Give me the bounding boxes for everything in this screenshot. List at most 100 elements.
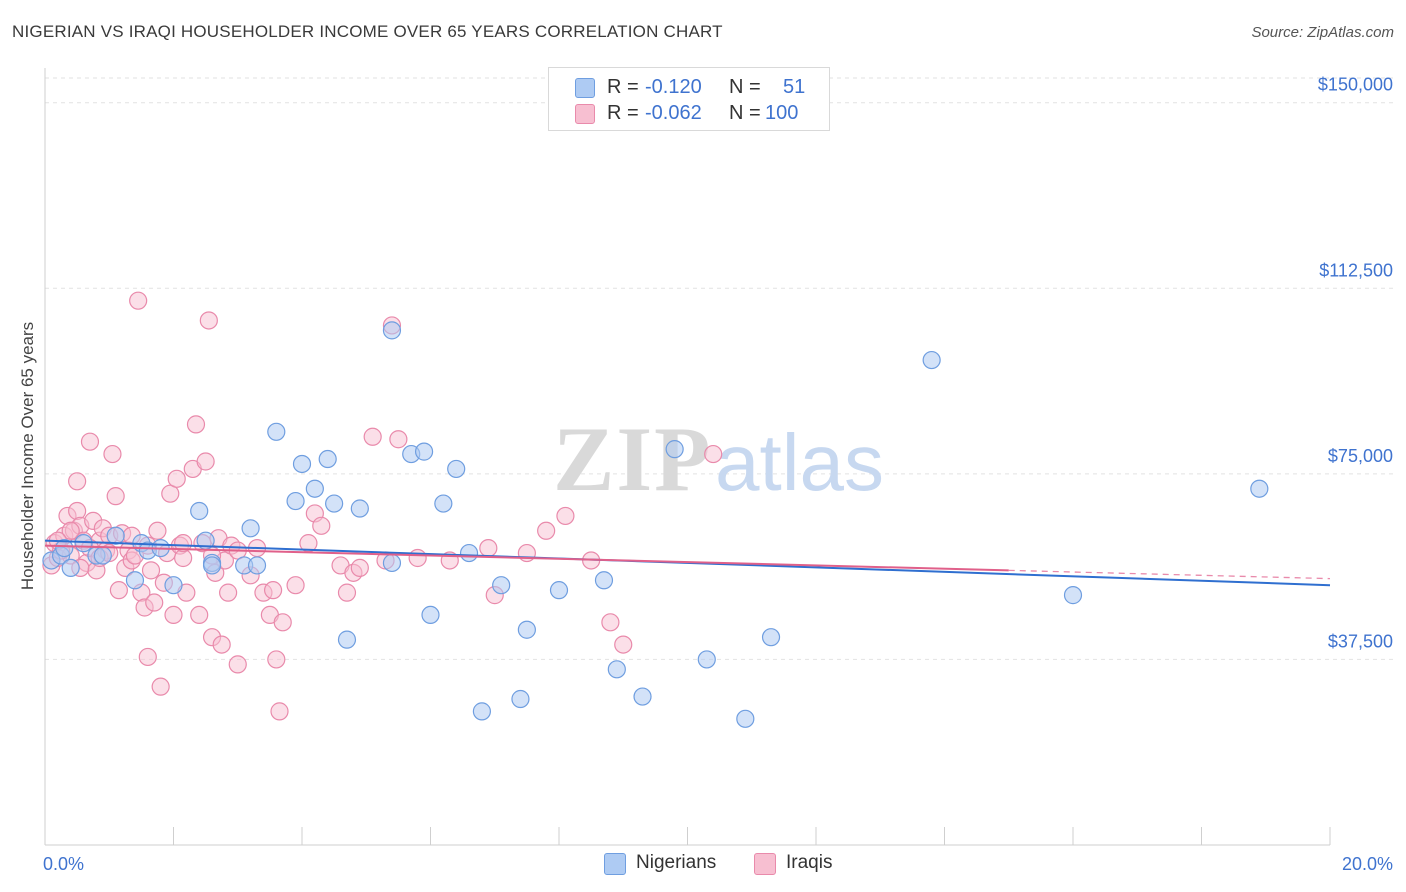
nigerians-point: [549, 581, 569, 600]
iraqis-point: [109, 581, 128, 600]
iraqis-point: [267, 650, 286, 669]
iraqis-point: [138, 647, 157, 667]
correlation-legend: R = -0.120 N = 51 R = -0.062 N = 100: [548, 67, 830, 131]
iraqis-legend-label: Iraqis: [786, 852, 833, 873]
nigerians-point: [434, 494, 453, 513]
iraqis-point: [190, 605, 209, 625]
nigerians-point: [447, 459, 466, 479]
iraqis-point: [174, 534, 193, 553]
nigerians-point: [164, 576, 183, 595]
nigerians-legend-label: Nigerians: [636, 852, 717, 873]
nigerians-point: [492, 576, 511, 595]
nigerians-point: [421, 605, 440, 625]
nigerians-point: [267, 422, 286, 441]
iraqis-point: [145, 593, 164, 612]
iraqis-point: [263, 581, 283, 600]
nigerians-point: [202, 556, 222, 575]
nigerians-point: [93, 546, 112, 565]
nigerians-point: [736, 709, 755, 728]
iraqis-point: [350, 558, 369, 577]
nigerians-point: [305, 479, 324, 498]
iraqis-point: [199, 311, 218, 330]
nigerians-points: [42, 321, 1269, 728]
iraqis-point: [704, 444, 723, 464]
nigerians-point: [286, 491, 305, 511]
nigerians-point: [922, 350, 941, 370]
source-label: Source: ZipAtlas.com: [1251, 24, 1394, 41]
iraqis-point: [479, 538, 498, 558]
iraqis-point: [167, 469, 186, 488]
nigerians-point: [350, 499, 369, 518]
x-tick-label: 20.0%: [1342, 854, 1393, 874]
nigerians-point: [55, 538, 74, 558]
iraqis-point: [148, 521, 167, 540]
iraqis-point: [151, 677, 170, 696]
nigerians-point: [472, 702, 491, 721]
nigerians-point: [594, 571, 614, 590]
nigerians-point: [697, 650, 716, 669]
iraqis-point: [408, 548, 427, 568]
x-tick-labels: 0.0% 20.0%: [43, 854, 1393, 874]
iraqis-point: [212, 635, 231, 654]
watermark: ZIP atlas: [553, 408, 884, 510]
iraqis-point: [556, 506, 575, 526]
iraqis-point: [164, 605, 183, 625]
nigerians-point: [292, 454, 312, 474]
iraqis-point: [601, 613, 620, 632]
iraqis-point: [68, 472, 87, 491]
watermark-zip: ZIP: [553, 408, 712, 510]
n-value: 100: [765, 102, 799, 124]
iraqis-point: [196, 452, 215, 471]
trend-lines: [44, 539, 1331, 587]
iraqis-point: [106, 487, 125, 506]
nigerians-point: [1250, 479, 1269, 498]
iraqis-point: [537, 521, 556, 540]
y-axis-label: Householder Income Over 65 years: [18, 321, 37, 591]
iraqis-point: [68, 501, 87, 521]
nigerians-point: [190, 501, 209, 521]
iraqis-point: [363, 427, 382, 446]
nigerians-point: [511, 689, 530, 709]
axes: [44, 68, 1331, 846]
nigerians-legend-swatch: [604, 853, 626, 875]
iraqis-swatch: [575, 104, 595, 124]
legend-row-iraqis: R = -0.062 N = 100: [549, 100, 829, 128]
iraqis-point: [219, 583, 238, 602]
x-tick-label: 0.0%: [43, 854, 84, 874]
nigerians-point: [247, 556, 267, 575]
nigerians-point: [1063, 586, 1083, 605]
n-label: N =: [729, 76, 761, 98]
r-label: R =: [607, 76, 639, 98]
n-label: N =: [729, 102, 761, 124]
iraqis-point: [273, 613, 292, 632]
nigerians-point: [633, 687, 652, 706]
iraqis-point: [270, 702, 289, 721]
chart-title: NIGERIAN VS IRAQI HOUSEHOLDER INCOME OVE…: [12, 22, 723, 41]
iraqis-point: [337, 583, 357, 602]
nigerians-point: [337, 630, 357, 649]
iraqis-legend-swatch: [754, 853, 776, 875]
nigerians-point: [382, 553, 402, 573]
n-value: 51: [783, 76, 806, 98]
nigerians-point: [241, 519, 260, 538]
nigerians-point: [318, 449, 337, 469]
iraqis-point: [103, 444, 122, 464]
iraqis-point: [61, 521, 80, 540]
y-tick-label: $112,500: [1319, 260, 1393, 280]
iraqis-trend-line: [44, 544, 1009, 572]
iraqis-point: [312, 516, 331, 535]
nigerians-point: [517, 620, 536, 639]
y-tick-labels: $37,500 $75,000 $112,500 $150,000: [1318, 75, 1393, 652]
nigerians-point: [761, 628, 781, 647]
r-value: -0.120: [645, 76, 702, 98]
nigerians-point: [607, 660, 626, 679]
nigerians-point: [325, 494, 344, 513]
r-value: -0.062: [645, 102, 702, 124]
iraqis-point: [389, 430, 408, 449]
nigerians-point: [382, 321, 402, 340]
iraqis-point: [80, 432, 100, 451]
watermark-atlas: atlas: [715, 418, 884, 507]
iraqis-point: [129, 291, 148, 310]
iraqis-point: [286, 576, 305, 595]
nigerians-point: [459, 543, 479, 563]
